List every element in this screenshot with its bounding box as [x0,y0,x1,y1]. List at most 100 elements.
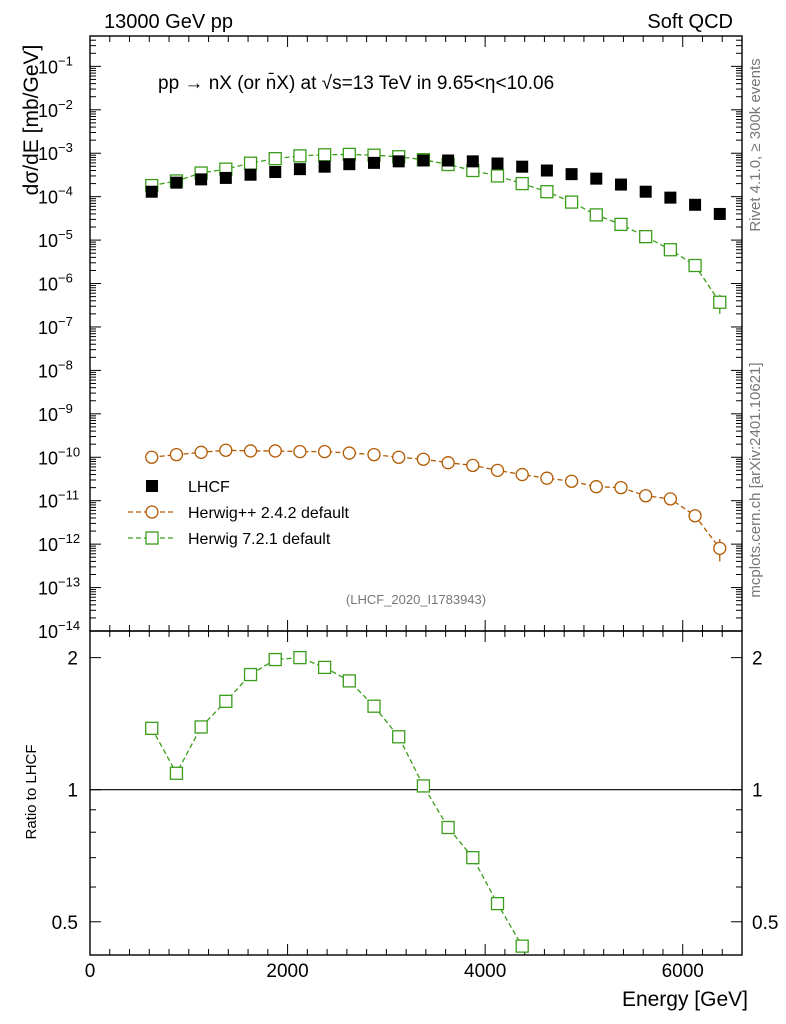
ratio-herwig7-point [317,660,332,675]
x-tick-label: 2000 [266,961,308,982]
lhcf-point [293,163,306,176]
ratio-y-tick-label: 0.5 [52,913,78,934]
herwig7-point [293,149,307,163]
ratio-herwig7-point [219,694,233,708]
ratio-y-tick-label-right: 1 [752,781,763,802]
ratio-y-axis-label: Ratio to LHCF [23,744,40,839]
tick-base: 10 [38,188,58,208]
main-y-tick-label: 10−10 [38,444,80,468]
ratio-herwig7-point [342,674,356,688]
herwigpp-point [490,463,505,477]
ratio-axis-ticks [89,631,743,955]
lhcf-point [244,168,257,181]
herwigpp-point [367,447,381,462]
lhcf-point [392,155,405,168]
tick-base: 10 [38,231,58,251]
x-tick-label: 6000 [662,961,704,982]
lhcf-point [713,207,726,220]
herwigpp-point [589,480,603,494]
lhcf-point [368,156,381,169]
lhcf-point [170,176,183,189]
lhcf-point [417,154,430,167]
tick-exponent: −11 [58,488,79,503]
tick-base: 10 [38,622,58,642]
main-y-tick-label: 10−7 [38,314,73,338]
herwig7-point [243,156,258,170]
herwig7-point [614,217,628,232]
tick-base: 10 [38,101,58,121]
herwigpp-point [392,450,406,464]
herwigpp-point [293,444,307,459]
tick-exponent: −8 [58,357,73,372]
herwigpp-point [441,456,455,470]
main-y-tick-label: 10−2 [38,97,73,121]
lhcf-point [269,165,282,178]
x-tick-label: 4000 [464,961,506,982]
tick-exponent: −2 [58,97,73,112]
main-y-tick-label: 10−11 [38,488,79,512]
lhcf-point [491,157,504,170]
lhcf-point [516,160,529,173]
ratio-y-tick-labels: 0.5 0.5 1 1 2 2 [52,649,779,934]
main-y-tick-label: 10−13 [38,575,80,599]
herwigpp-point [317,444,332,459]
herwigpp-point [169,447,184,462]
lhcf-point [442,154,455,167]
legend-lhcf-label: LHCF [188,479,230,496]
ratio-herwig7-point [293,650,307,665]
herwig7-point [639,230,653,244]
herwig7-point [688,258,702,273]
tick-exponent: −4 [58,184,73,199]
ratio-herwig7-point [490,896,505,911]
main-axis-ticks [89,35,743,632]
herwigpp-point [342,446,356,460]
ratio-herwig7-point [194,720,208,734]
lhcf-point [590,172,603,185]
herwigpp-point [466,458,480,473]
lhcf-point [540,164,553,177]
tick-exponent: −3 [58,140,73,155]
x-axis-label: Energy [GeV] [622,988,748,1011]
ratio-y-tick-label-right: 2 [752,649,763,670]
lhcf-point [689,198,702,211]
main-y-tick-labels: 10−110−210−310−410−510−610−710−810−910−1… [38,53,80,642]
tick-exponent: −14 [58,618,80,633]
main-y-tick-label: 10−14 [38,618,80,642]
ratio-herwig7-point [367,699,381,713]
rivet-label: Rivet 4.1.0, ≥ 300k events [747,58,764,231]
tick-base: 10 [38,492,58,512]
herwig7-point [515,176,529,191]
header-right: Soft QCD [647,11,733,33]
tick-exponent: −13 [58,575,80,590]
analysis-tag: (LHCF_2020_I1783943) [346,592,486,607]
lhcf-point [219,171,232,184]
tick-base: 10 [38,144,58,164]
ratio-y-tick-label: 2 [67,649,78,670]
ratio-y-tick-label-right: 0.5 [752,913,778,934]
main-plot-title: pp → nX (or n̄X) at √s=13 TeV in 9.65<η<… [158,73,554,94]
mcplots-label: mcplots.cern.ch [arXiv:2401.10621] [747,362,764,597]
header-left: 13000 GeV pp [104,11,233,33]
lhcf-point [145,185,158,198]
herwig7-line [151,153,721,303]
herwig7-point [268,152,282,166]
herwigpp-point [564,474,579,488]
tick-exponent: −5 [58,227,73,242]
ratio-series-layer [145,650,529,953]
herwigpp-point [639,489,653,503]
tick-base: 10 [38,535,58,555]
main-y-axis-label: dσ/dE [mb/GeV] [20,45,43,196]
ratio-herwig7-point [243,667,258,682]
main-y-tick-label: 10−1 [38,53,73,77]
main-y-tick-label: 10−12 [38,531,80,555]
legend: LHCF Herwig++ 2.4.2 default Herwig 7.2.1… [128,479,350,548]
herwig7-point [663,243,678,257]
herwigpp-point [614,480,628,495]
ratio-herwig7-point [145,721,159,735]
herwigpp-point [268,444,282,458]
ratio-herwig7-point [268,652,282,667]
tick-base: 10 [38,57,58,77]
herwig7-point [713,295,727,309]
herwigpp-point [416,452,431,466]
